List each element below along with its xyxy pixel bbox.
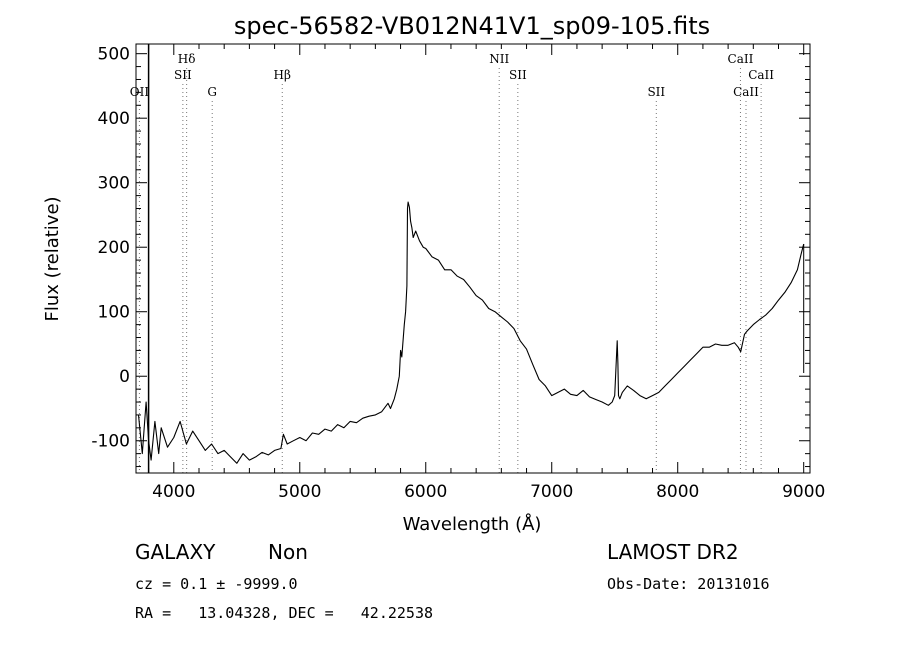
line-label-CaII_b: CaII bbox=[733, 85, 759, 99]
survey-name: LAMOST DR2 bbox=[607, 540, 739, 564]
chart-title: spec-56582-VB012N41V1_sp09-105.fits bbox=[234, 12, 710, 40]
x-tick-label: 8000 bbox=[656, 482, 699, 502]
line-label-G: G bbox=[207, 85, 217, 99]
line-label-CaII_a: CaII bbox=[728, 52, 754, 66]
y-tick-label: 400 bbox=[98, 109, 130, 129]
line-label-SII_c: SII bbox=[647, 85, 665, 99]
y-axis-label: Flux (relative) bbox=[42, 196, 63, 321]
line-label-NII: NII bbox=[489, 52, 509, 66]
y-tick-label: 0 bbox=[119, 367, 130, 387]
x-tick-label: 6000 bbox=[404, 482, 447, 502]
plot-frame bbox=[135, 43, 811, 474]
object-class: GALAXY bbox=[135, 540, 216, 564]
axes: 4000 5000 6000 7000 8000 9000 -100 0 100 200 300 40… bbox=[91, 43, 825, 502]
line-label-SII_a: SII bbox=[174, 68, 192, 82]
x-tick-label: 5000 bbox=[278, 482, 321, 502]
redshift-cz: cz = 0.1 ± -9999.0 bbox=[135, 575, 298, 593]
line-label-CaII_c: CaII bbox=[748, 68, 774, 82]
spectrum-line-0 bbox=[137, 201, 805, 464]
observation-date: Obs-Date: 20131016 bbox=[607, 575, 770, 593]
line-label-SII_b: SII bbox=[509, 68, 527, 82]
x-tick-label: 4000 bbox=[152, 482, 195, 502]
y-tick-label: -100 bbox=[91, 432, 130, 452]
ra-dec-coordinates: RA = 13.04328, DEC = 42.22538 bbox=[135, 604, 434, 622]
y-tick-label: 300 bbox=[98, 174, 130, 194]
spectrum-series bbox=[137, 44, 805, 473]
y-tick-label: 100 bbox=[98, 303, 130, 323]
x-tick-label: 7000 bbox=[530, 482, 573, 502]
y-tick-label: 200 bbox=[98, 238, 130, 258]
line-label-Hd: Hδ bbox=[178, 52, 196, 66]
object-subclass: Non bbox=[268, 540, 308, 564]
line-label-Hb: Hβ bbox=[274, 68, 291, 82]
y-tick-label: 500 bbox=[98, 45, 130, 65]
x-tick-label: 9000 bbox=[782, 482, 825, 502]
x-axis-label: Wavelength (Å) bbox=[403, 513, 542, 535]
